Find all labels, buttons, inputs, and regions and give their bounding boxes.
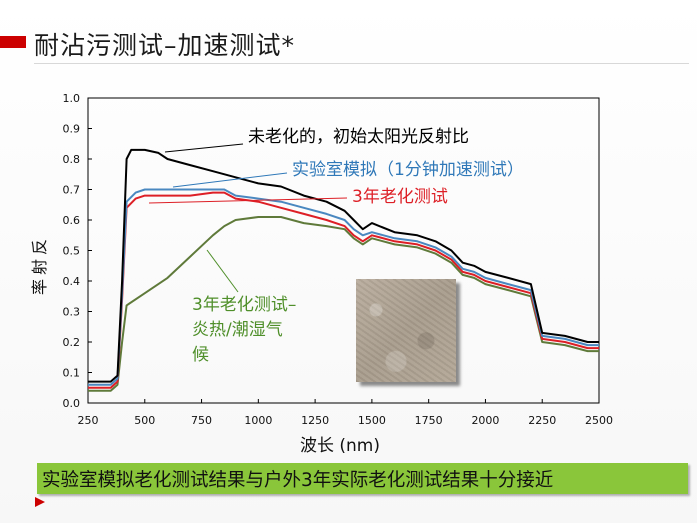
annotation-label-1: 实验室模拟（1分钟加速测试） — [292, 160, 524, 180]
annotation-label-0: 未老化的，初始太阳光反射比 — [248, 127, 469, 147]
y-tick-label: 0.9 — [63, 123, 81, 136]
y-axis-label-group: 反射率 — [30, 239, 49, 295]
x-tick-label: 2000 — [471, 414, 499, 427]
annotation-label-3: 候 — [192, 345, 209, 365]
y-tick-label: 0.6 — [63, 214, 81, 227]
y-axis-label-char: 射 — [30, 259, 49, 275]
x-tick-label: 1250 — [301, 414, 329, 427]
x-tick-label: 500 — [134, 414, 155, 427]
annotation-leader-0 — [164, 143, 244, 153]
annotation-label-3: 3年老化测试– — [192, 295, 296, 315]
annotation-label-2: 3年老化测试 — [352, 187, 448, 207]
conclusion-banner — [37, 463, 688, 494]
y-axis-label-char: 率 — [30, 279, 49, 295]
annotation-leader-2 — [148, 197, 348, 204]
y-tick-label: 1.0 — [63, 92, 81, 105]
y-axis: 0.0 0.1 0.2 0.3 0.4 0.5 0.6 0.7 0.8 0.9 1.0 — [63, 92, 92, 410]
series-line-3 — [88, 216, 599, 392]
y-tick-label: 0.5 — [63, 245, 81, 258]
y-tick-label: 0.1 — [63, 367, 81, 380]
x-tick-label: 1500 — [358, 414, 386, 427]
conclusion-text: 实验室模拟老化测试结果与户外3年实际老化测试结果十分接近 — [42, 470, 554, 491]
x-tick-label: 2250 — [528, 414, 556, 427]
x-tick-label: 750 — [191, 414, 212, 427]
annotation-leader-3 — [206, 249, 239, 293]
x-axis: 250 500 750 1000 1250 1500 1750 2000 2250 2500 — [78, 399, 613, 427]
series-line-2 — [88, 191, 599, 389]
x-axis-label: 波长 (nm) — [300, 436, 380, 456]
y-tick-label: 0.0 — [63, 397, 81, 410]
y-tick-label: 0.4 — [63, 275, 81, 288]
series-line-1 — [88, 188, 599, 386]
title-accent-bar — [0, 36, 26, 48]
y-tick-label: 0.3 — [63, 306, 81, 319]
series-layer — [88, 148, 599, 392]
y-axis-label-char: 反 — [30, 239, 49, 255]
reflectance-chart: 0.0 0.1 0.2 0.3 0.4 0.5 0.6 0.7 0.8 0.9 1.0 250 500… — [30, 92, 613, 456]
annotation-label-3: 炎热/潮湿气 — [192, 320, 283, 340]
arrow-icon — [35, 497, 45, 507]
y-tick-label: 0.7 — [63, 184, 81, 197]
annotation-leader-1 — [172, 172, 288, 188]
aged-sample-photo — [356, 279, 456, 382]
x-tick-label: 250 — [78, 414, 99, 427]
slide-title: 耐沾污测试–加速测试* — [34, 31, 296, 60]
series-line-0 — [88, 148, 599, 383]
y-tick-label: 0.8 — [63, 153, 81, 166]
x-tick-label: 2500 — [585, 414, 613, 427]
x-tick-label: 1750 — [415, 414, 443, 427]
x-tick-label: 1000 — [244, 414, 272, 427]
title-divider — [34, 63, 689, 64]
y-tick-label: 0.2 — [63, 336, 81, 349]
